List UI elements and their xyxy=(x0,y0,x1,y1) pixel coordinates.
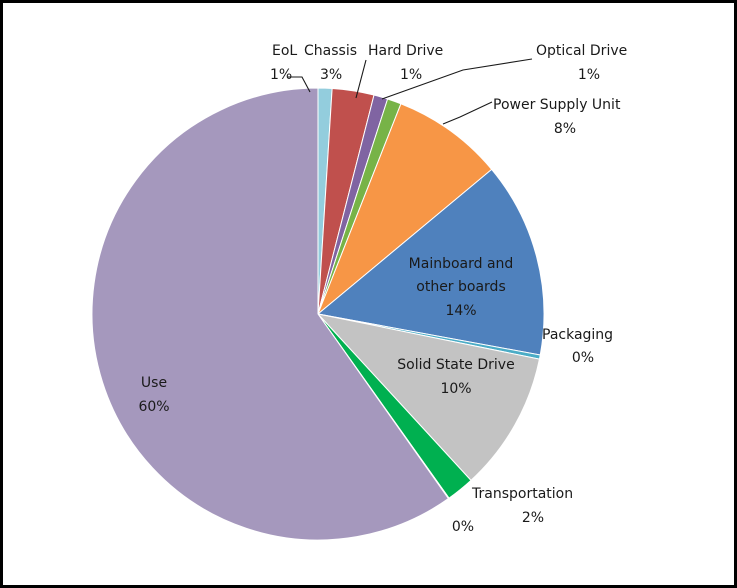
leader-psu xyxy=(442,101,493,125)
leader-optical-drive xyxy=(381,58,533,100)
leader-eol xyxy=(287,76,311,93)
label-optical-drive-name: Optical Drive xyxy=(536,43,627,59)
label-psu-pct: 8% xyxy=(554,121,576,137)
pie-slice-solid-state-drive xyxy=(316,313,541,482)
label-use-pct: 60% xyxy=(138,399,169,415)
label-eol-pct: 1% xyxy=(270,67,292,83)
label-hard-drive-name: Hard Drive xyxy=(368,43,443,59)
leader-hard-drive xyxy=(355,59,367,99)
label-chassis-pct: 3% xyxy=(320,67,342,83)
label-transport-pct: 2% xyxy=(522,510,544,526)
label-psu-name: Power Supply Unit xyxy=(493,97,621,113)
label-eol-name: EoL xyxy=(272,43,297,59)
label-transport-name: Transportation xyxy=(471,486,573,502)
label-packaging-pct: 0% xyxy=(572,350,594,366)
pie-slice-use xyxy=(91,87,450,541)
pie-slices xyxy=(91,87,545,541)
label-mainboard-line2: other boards xyxy=(416,279,505,295)
label-ssd-name: Solid State Drive xyxy=(397,357,514,373)
label-packaging-name: Packaging xyxy=(542,327,613,343)
label-mainboard-pct: 14% xyxy=(445,303,476,319)
label-chassis-name: Chassis xyxy=(304,43,357,59)
pie-slice-power-supply-unit xyxy=(317,103,493,315)
label-optical-drive-pct: 1% xyxy=(578,67,600,83)
label-ssd-pct: 10% xyxy=(440,381,471,397)
label-mainboard-line1: Mainboard and xyxy=(409,256,514,272)
label-hard-drive-pct: 1% xyxy=(400,67,422,83)
label-use-name: Use xyxy=(141,375,167,391)
pie-slice-mainboard-and-other-boards xyxy=(316,168,545,356)
label-unnamed-pct: 0% xyxy=(452,519,474,535)
